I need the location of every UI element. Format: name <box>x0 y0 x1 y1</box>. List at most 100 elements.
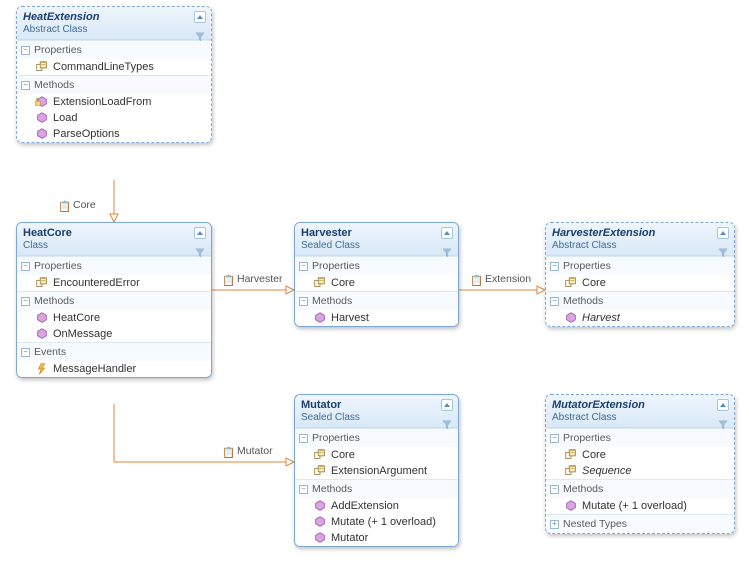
class-mutExt[interactable]: MutatorExtensionAbstract Class−Propertie… <box>545 394 735 534</box>
member-heatcore[interactable]: HeatCore <box>17 310 211 326</box>
member-mutate-1-overload-[interactable]: Mutate (+ 1 overload) <box>295 514 458 530</box>
section-header[interactable]: −Methods <box>295 480 458 498</box>
toggle-icon[interactable]: − <box>299 485 308 494</box>
filter-icon[interactable] <box>194 247 206 259</box>
section-header[interactable]: −Properties <box>295 257 458 275</box>
member-label: EncounteredError <box>53 277 140 289</box>
toggle-icon[interactable]: − <box>299 297 308 306</box>
meth-icon <box>35 96 49 108</box>
class-header[interactable]: HeatCoreClass <box>17 223 211 256</box>
member-core[interactable]: Core <box>295 447 458 463</box>
class-header[interactable]: HeatExtensionAbstract Class <box>17 7 211 40</box>
section-methods: −MethodsMutate (+ 1 overload) <box>546 479 734 514</box>
member-harvest[interactable]: Harvest <box>295 310 458 326</box>
toggle-icon[interactable]: − <box>550 262 559 271</box>
filter-icon[interactable] <box>717 247 729 259</box>
section-title: Properties <box>312 260 360 272</box>
section-header[interactable]: −Methods <box>546 292 734 310</box>
section-title: Properties <box>312 432 360 444</box>
member-label: OnMessage <box>53 328 112 340</box>
class-header[interactable]: HarvesterExtensionAbstract Class <box>546 223 734 256</box>
toggle-icon[interactable]: − <box>21 81 30 90</box>
member-harvest[interactable]: Harvest <box>546 310 734 326</box>
member-label: ExtensionArgument <box>331 465 427 477</box>
section-header[interactable]: −Properties <box>546 429 734 447</box>
section-header[interactable]: −Properties <box>17 257 211 275</box>
class-title: Harvester <box>301 227 452 239</box>
class-harvExt[interactable]: HarvesterExtensionAbstract Class−Propert… <box>545 222 735 327</box>
section-header[interactable]: −Properties <box>546 257 734 275</box>
toggle-icon[interactable]: − <box>21 262 30 271</box>
section-header[interactable]: −Properties <box>295 429 458 447</box>
toggle-icon[interactable]: − <box>550 485 559 494</box>
collapse-icon[interactable] <box>441 227 453 239</box>
filter-icon[interactable] <box>717 419 729 431</box>
section-methods: −Methods ExtensionLoadFrom LoadParseOption… <box>17 75 211 142</box>
collapse-icon[interactable] <box>441 399 453 411</box>
member-label: Harvest <box>582 312 620 324</box>
meth-icon <box>35 312 49 324</box>
class-header[interactable]: MutatorExtensionAbstract Class <box>546 395 734 428</box>
toggle-icon[interactable]: − <box>299 434 308 443</box>
meth-icon <box>564 500 578 512</box>
member-encounterederror[interactable]: EncounteredError <box>17 275 211 291</box>
member-load[interactable]: Load <box>17 110 211 126</box>
section-header[interactable]: −Events <box>17 343 211 361</box>
filter-icon[interactable] <box>441 419 453 431</box>
class-title: HeatExtension <box>23 11 205 23</box>
member-label: AddExtension <box>331 500 399 512</box>
member-mutator[interactable]: Mutator <box>295 530 458 546</box>
member-onmessage[interactable]: OnMessage <box>17 326 211 342</box>
meth-icon <box>313 516 327 528</box>
toggle-icon[interactable]: − <box>299 262 308 271</box>
prop-icon <box>313 449 327 461</box>
class-mutator[interactable]: MutatorSealed Class−PropertiesCoreExtens… <box>294 394 459 547</box>
member-label: Sequence <box>582 465 632 477</box>
section-header[interactable]: −Methods <box>17 292 211 310</box>
class-header[interactable]: HarvesterSealed Class <box>295 223 458 256</box>
section-header[interactable]: +Nested Types <box>546 515 734 533</box>
meth-icon <box>35 112 49 124</box>
section-title: Methods <box>312 295 352 307</box>
section-methods: −MethodsHarvest <box>295 291 458 326</box>
toggle-icon[interactable]: + <box>550 520 559 529</box>
class-heatCore[interactable]: HeatCoreClass−Properties EncounteredError… <box>16 222 212 378</box>
section-header[interactable]: −Properties <box>17 41 211 59</box>
filter-icon[interactable] <box>441 247 453 259</box>
section-header[interactable]: −Methods <box>546 480 734 498</box>
meth-icon <box>564 312 578 324</box>
member-extensionargument[interactable]: ExtensionArgument <box>295 463 458 479</box>
collapse-icon[interactable] <box>194 227 206 239</box>
member-parseoptions[interactable]: ParseOptions <box>17 126 211 142</box>
member-label: Core <box>582 277 606 289</box>
prop-icon <box>35 277 49 289</box>
section-title: Events <box>34 346 66 358</box>
collapse-icon[interactable] <box>717 399 729 411</box>
collapse-icon[interactable] <box>194 11 206 23</box>
section-header[interactable]: −Methods <box>17 76 211 94</box>
member-core[interactable]: Core <box>546 447 734 463</box>
class-header[interactable]: MutatorSealed Class <box>295 395 458 428</box>
toggle-icon[interactable]: − <box>21 297 30 306</box>
toggle-icon[interactable]: − <box>21 348 30 357</box>
toggle-icon[interactable]: − <box>21 46 30 55</box>
member-label: ExtensionLoadFrom <box>53 96 151 108</box>
member-addextension[interactable]: AddExtension <box>295 498 458 514</box>
meth-icon <box>313 312 327 324</box>
member-sequence[interactable]: Sequence <box>546 463 734 479</box>
toggle-icon[interactable]: − <box>550 297 559 306</box>
member-core[interactable]: Core <box>546 275 734 291</box>
collapse-icon[interactable] <box>717 227 729 239</box>
filter-icon[interactable] <box>194 31 206 43</box>
member-commandlinetypes[interactable]: CommandLineTypes <box>17 59 211 75</box>
class-heatExt[interactable]: HeatExtensionAbstract Class−PropertiesCo… <box>16 6 212 143</box>
section-methods: −Methods Harvest <box>546 291 734 326</box>
prop-icon <box>564 449 578 461</box>
section-header[interactable]: −Methods <box>295 292 458 310</box>
member-extensionloadfrom[interactable]: ExtensionLoadFrom <box>17 94 211 110</box>
class-harvester[interactable]: HarvesterSealed Class−PropertiesCore−Met… <box>294 222 459 327</box>
member-mutate-1-overload-[interactable]: Mutate (+ 1 overload) <box>546 498 734 514</box>
toggle-icon[interactable]: − <box>550 434 559 443</box>
member-messagehandler[interactable]: MessageHandler <box>17 361 211 377</box>
member-core[interactable]: Core <box>295 275 458 291</box>
